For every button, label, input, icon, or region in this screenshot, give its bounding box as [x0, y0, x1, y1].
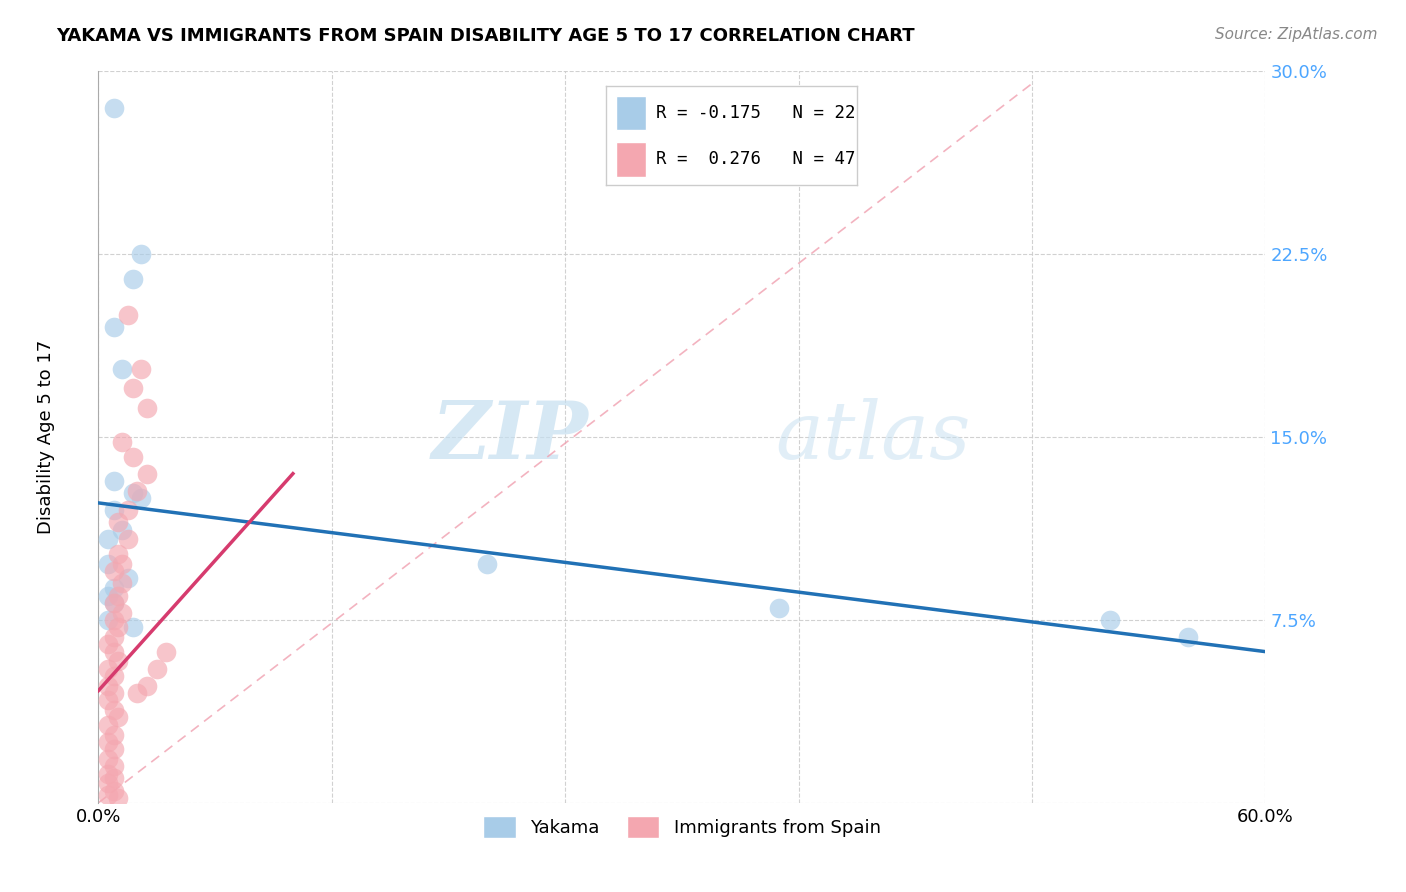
Point: [117, 572, 139, 586]
Point: [97, 589, 120, 603]
Point: [107, 654, 129, 668]
Point: [97, 766, 120, 780]
Point: [111, 557, 134, 571]
Point: [477, 557, 499, 571]
Point: [107, 516, 129, 530]
Point: [107, 547, 129, 561]
Point: [111, 576, 134, 591]
Point: [122, 486, 145, 500]
Point: [117, 503, 139, 517]
Point: [97, 662, 120, 676]
Text: Source: ZipAtlas.com: Source: ZipAtlas.com: [1215, 27, 1378, 42]
Point: [136, 401, 159, 415]
Point: [103, 703, 125, 717]
Point: [97, 613, 120, 627]
Point: [97, 789, 120, 803]
Point: [111, 434, 134, 449]
Point: [97, 557, 120, 571]
Legend: Yakama, Immigrants from Spain: Yakama, Immigrants from Spain: [477, 808, 887, 845]
Point: [122, 381, 145, 395]
Point: [127, 483, 149, 498]
Point: [103, 101, 125, 115]
Point: [97, 533, 120, 547]
Point: [97, 718, 120, 732]
Point: [103, 596, 125, 610]
Point: [103, 581, 125, 595]
Point: [103, 669, 125, 683]
Point: [146, 662, 169, 676]
Text: atlas: atlas: [775, 399, 970, 475]
Point: [107, 791, 129, 805]
Text: ZIP: ZIP: [432, 399, 589, 475]
Point: [107, 710, 129, 724]
Text: Disability Age 5 to 17: Disability Age 5 to 17: [37, 340, 55, 534]
Point: [129, 491, 152, 505]
Point: [129, 361, 152, 376]
Point: [129, 247, 152, 261]
Point: [117, 308, 139, 322]
Point: [103, 596, 125, 610]
Point: [111, 361, 134, 376]
Point: [136, 679, 159, 693]
Text: YAKAMA VS IMMIGRANTS FROM SPAIN DISABILITY AGE 5 TO 17 CORRELATION CHART: YAKAMA VS IMMIGRANTS FROM SPAIN DISABILI…: [56, 27, 915, 45]
Point: [97, 776, 120, 790]
Point: [103, 503, 125, 517]
Point: [97, 637, 120, 651]
Point: [103, 564, 125, 578]
Point: [122, 450, 145, 464]
Point: [97, 679, 120, 693]
Point: [103, 645, 125, 659]
Point: [107, 589, 129, 603]
Point: [103, 613, 125, 627]
Point: [103, 320, 125, 334]
Point: [111, 523, 134, 537]
Point: [97, 693, 120, 707]
Point: [103, 727, 125, 741]
Point: [111, 606, 134, 620]
Point: [1177, 630, 1199, 644]
Point: [97, 752, 120, 766]
Point: [117, 533, 139, 547]
Point: [768, 600, 790, 615]
Point: [103, 474, 125, 488]
Point: [1098, 613, 1121, 627]
Point: [103, 772, 125, 786]
Point: [122, 271, 145, 285]
Point: [122, 620, 145, 634]
Point: [127, 686, 149, 700]
Point: [136, 467, 159, 481]
Point: [97, 735, 120, 749]
Point: [103, 759, 125, 773]
Point: [107, 620, 129, 634]
Point: [103, 630, 125, 644]
Point: [103, 686, 125, 700]
Point: [155, 645, 177, 659]
Point: [103, 742, 125, 756]
Point: [103, 783, 125, 797]
